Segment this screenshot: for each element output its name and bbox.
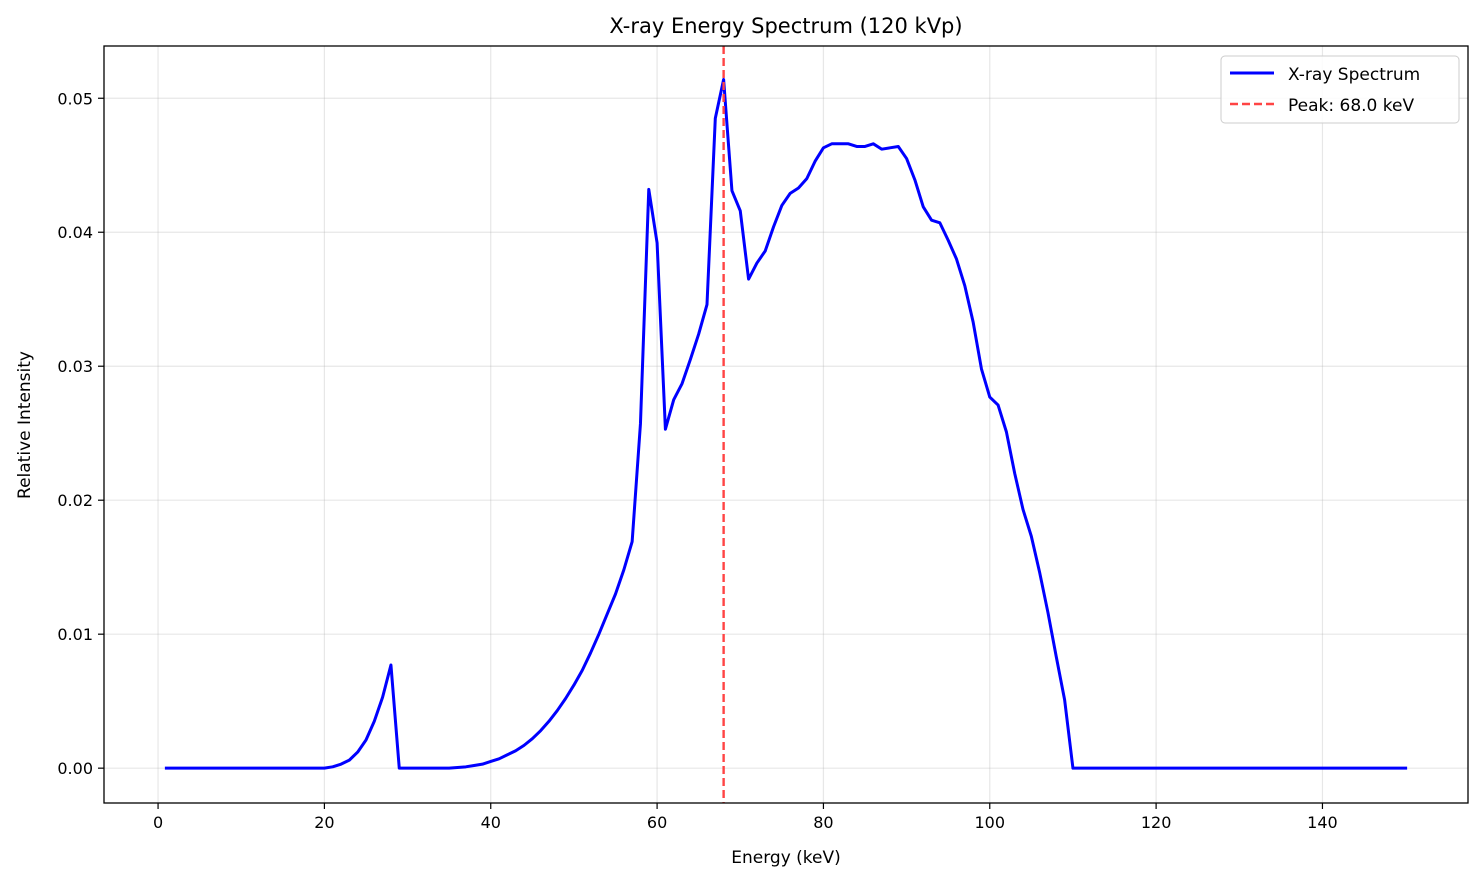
y-tick-label: 0.05 xyxy=(57,89,93,108)
y-tick-label: 0.04 xyxy=(57,223,93,242)
chart-title: X-ray Energy Spectrum (120 kVp) xyxy=(609,14,962,38)
axis-ticks: 0 20 40 60 80 100 120 140 0.00 0.01 0.02 0.03 0.04 0.… xyxy=(57,89,1337,832)
x-tick-label: 0 xyxy=(153,813,163,832)
plot-area xyxy=(164,46,1408,803)
axes-frame xyxy=(103,45,1469,804)
x-axis-label: Energy (keV) xyxy=(731,848,841,868)
x-tick-label: 140 xyxy=(1307,813,1338,832)
y-tick-label: 0.02 xyxy=(57,491,93,510)
legend-label-peak: Peak: 68.0 keV xyxy=(1288,96,1414,116)
series-line-xray-spectrum xyxy=(164,78,1408,770)
legend-label-spectrum: X-ray Spectrum xyxy=(1288,65,1420,85)
y-tick-label: 0.00 xyxy=(57,759,93,778)
x-tick-label: 80 xyxy=(813,813,833,832)
x-tick-label: 100 xyxy=(974,813,1005,832)
x-tick-label: 60 xyxy=(647,813,667,832)
y-tick-label: 0.01 xyxy=(57,625,93,644)
y-tick-label: 0.03 xyxy=(57,357,93,376)
x-tick-label: 20 xyxy=(314,813,334,832)
y-axis-label: Relative Intensity xyxy=(15,351,35,499)
legend-box xyxy=(1220,55,1460,124)
x-tick-label: 120 xyxy=(1141,813,1172,832)
legend: X-ray Spectrum Peak: 68.0 keV xyxy=(1220,55,1460,124)
x-tick-label: 40 xyxy=(481,813,501,832)
